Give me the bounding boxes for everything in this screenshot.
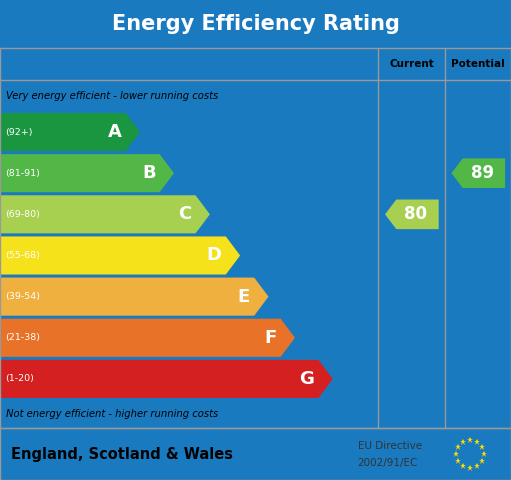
Text: B: B	[142, 164, 155, 182]
Text: 2002/91/EC: 2002/91/EC	[358, 458, 418, 468]
Text: England, Scotland & Wales: England, Scotland & Wales	[11, 446, 233, 461]
Text: 80: 80	[404, 205, 427, 223]
Text: D: D	[207, 247, 222, 264]
Polygon shape	[0, 113, 140, 151]
Text: G: G	[299, 370, 314, 388]
Polygon shape	[385, 200, 438, 229]
Text: (21-38): (21-38)	[5, 333, 40, 342]
Text: 89: 89	[471, 164, 494, 182]
Text: (92+): (92+)	[5, 128, 33, 136]
Polygon shape	[0, 237, 240, 275]
Polygon shape	[0, 319, 295, 357]
Text: (1-20): (1-20)	[5, 374, 34, 384]
Polygon shape	[0, 154, 174, 192]
Text: Potential: Potential	[451, 59, 505, 69]
Polygon shape	[452, 158, 505, 188]
Text: E: E	[238, 288, 250, 306]
Text: Current: Current	[389, 59, 434, 69]
Text: Energy Efficiency Rating: Energy Efficiency Rating	[111, 14, 400, 34]
Polygon shape	[0, 277, 268, 316]
Polygon shape	[0, 360, 333, 398]
Text: Not energy efficient - higher running costs: Not energy efficient - higher running co…	[6, 409, 218, 419]
Polygon shape	[0, 195, 210, 233]
Text: (39-54): (39-54)	[5, 292, 40, 301]
Text: EU Directive: EU Directive	[358, 441, 422, 451]
Text: Very energy efficient - lower running costs: Very energy efficient - lower running co…	[6, 91, 218, 101]
Text: (81-91): (81-91)	[5, 168, 40, 178]
Text: (69-80): (69-80)	[5, 210, 40, 219]
Text: C: C	[178, 205, 192, 223]
Text: A: A	[108, 123, 122, 141]
Text: (55-68): (55-68)	[5, 251, 40, 260]
Text: F: F	[264, 329, 276, 347]
